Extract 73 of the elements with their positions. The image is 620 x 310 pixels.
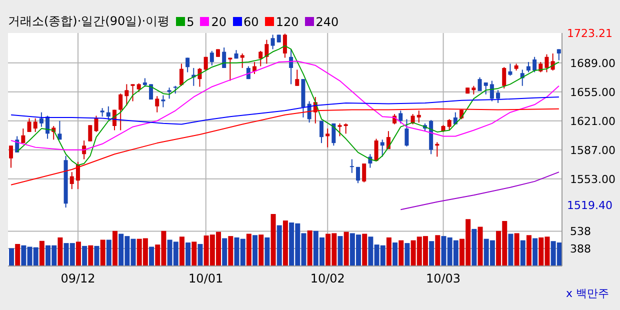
y-axis-title: x 백만주 (566, 286, 610, 301)
candlestick (332, 122, 336, 146)
candlestick (155, 96, 160, 113)
x-tick-label: 10/01 (188, 272, 224, 286)
y-tick-label: 538 (570, 225, 591, 238)
candlestick (404, 118, 409, 147)
candlestick (502, 66, 506, 89)
candlestick (356, 166, 360, 184)
y-tick-label: 1621.00 (570, 114, 616, 128)
text: 1519.40 (567, 199, 612, 212)
y-tick-label: 1689.00 (570, 56, 616, 70)
candlestick (447, 118, 452, 131)
x-tick-label: 10/03 (426, 272, 461, 286)
candlestick (118, 93, 123, 131)
candlestick (532, 56, 537, 73)
y-tick-label: 1587.00 (570, 144, 616, 157)
chart-title: 거래소(종합)·일간(90일)·이평 (8, 13, 170, 30)
candlestick (319, 120, 324, 144)
candlestick (295, 69, 300, 86)
candlestick (410, 114, 415, 125)
candlestick (240, 52, 244, 68)
candlestick (526, 62, 530, 73)
candlestick (374, 138, 378, 162)
candlestick (210, 50, 214, 66)
candlestick (270, 34, 275, 50)
candlestick (106, 106, 110, 121)
candlestick (282, 33, 287, 58)
candlestick (264, 39, 269, 64)
candlestick (204, 56, 208, 72)
legend-label: 240 (316, 14, 339, 28)
candlestick (416, 110, 421, 124)
x-tick-label: 10/02 (310, 272, 345, 286)
candlestick (326, 128, 330, 148)
candlestick (380, 139, 384, 158)
candlestick (508, 63, 512, 76)
candlestick (70, 172, 74, 190)
text: 1723.21 (567, 27, 612, 40)
candlestick (490, 80, 494, 102)
y-tick-label: 388 (570, 242, 591, 256)
candlestick (222, 47, 226, 68)
candlestick (39, 112, 44, 128)
candlestick (33, 118, 38, 132)
legend-label: 20 (211, 14, 227, 28)
candlestick (544, 54, 549, 73)
y-tick-label: 1553.00 (570, 172, 616, 186)
legend-label: 120 (276, 14, 299, 28)
candlestick (258, 50, 263, 67)
candlestick (167, 87, 172, 100)
candlestick (478, 76, 482, 92)
candlestick (228, 57, 232, 82)
candlestick (94, 115, 98, 132)
x-tick-label: 09/12 (60, 272, 96, 286)
candlestick (88, 124, 92, 142)
candlestick (350, 158, 354, 174)
legend-label: 5 (186, 14, 194, 28)
candlestick (58, 120, 62, 140)
line-series (400, 172, 560, 210)
candlestick (289, 48, 294, 85)
candlestick (179, 63, 184, 86)
candlestick (9, 145, 13, 168)
candlestick (338, 122, 342, 137)
candlestick (398, 110, 403, 124)
candlestick (21, 128, 26, 144)
legend-label: 60 (244, 14, 259, 28)
candlestick (496, 90, 500, 104)
candlestick (556, 48, 561, 61)
y-tick-label: 1655.00 (570, 86, 616, 99)
candlestick (362, 163, 366, 183)
candlestick (27, 118, 32, 132)
candlestick (130, 84, 135, 102)
candlestick (186, 57, 190, 73)
candlestick (15, 136, 20, 153)
candlestick (124, 84, 129, 106)
